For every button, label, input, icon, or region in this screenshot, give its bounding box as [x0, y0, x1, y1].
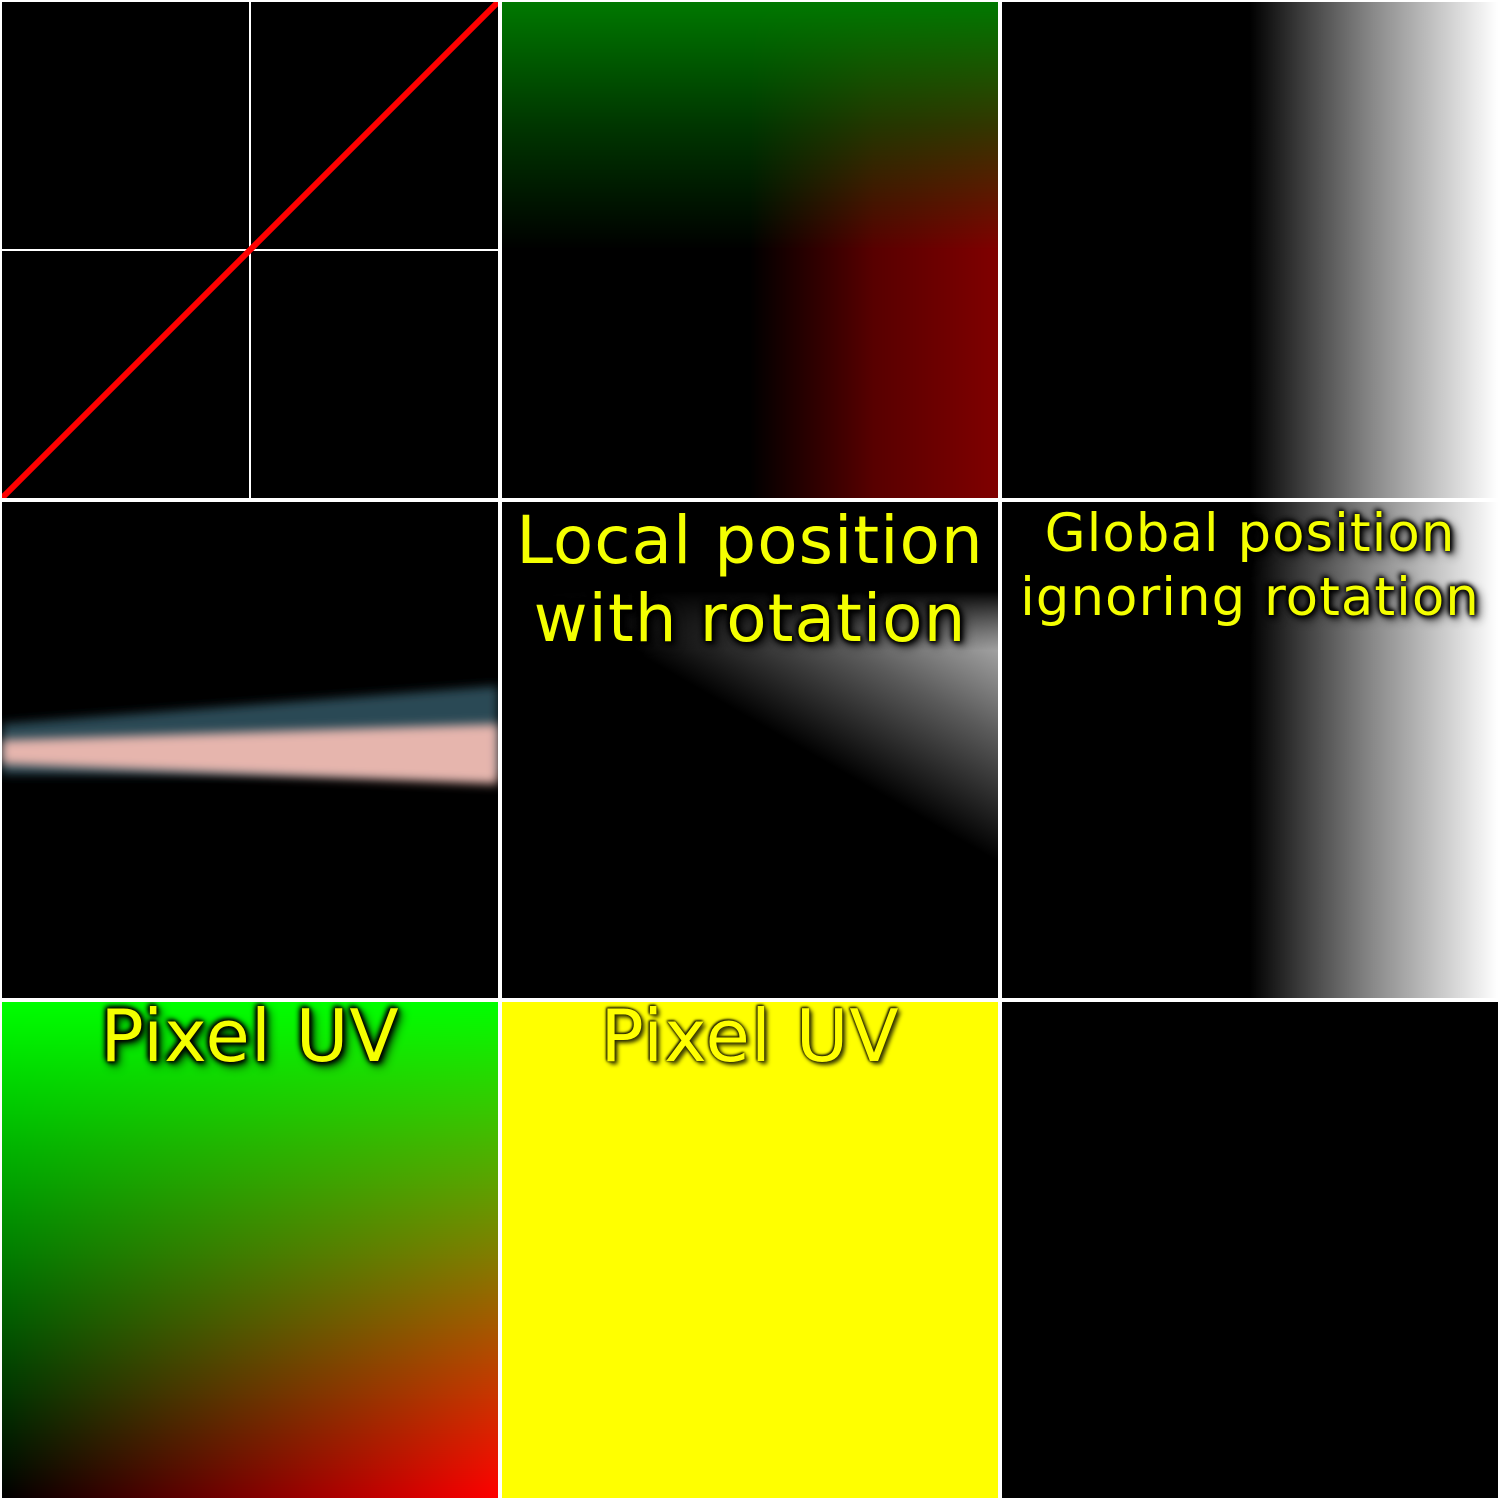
local-position-caption-line2: with rotation — [533, 580, 967, 657]
panel-blank — [1002, 1002, 1498, 1498]
red-diagonal-line — [2, 2, 498, 498]
stripe-band — [2, 724, 498, 784]
panel-horizontal-gradient — [1002, 2, 1498, 498]
global-position-caption-line2: ignoring rotation — [1020, 567, 1480, 628]
panel-global-position: Global position ignoring rotation — [1002, 502, 1498, 998]
panel-diagonal-line — [2, 2, 498, 498]
diagonal-line-graphic — [2, 2, 498, 498]
panel-pixel-uv-solid: Pixel UV — [502, 1002, 998, 1498]
panel-local-uv-gradient — [502, 2, 998, 498]
panel-local-position: Local position with rotation — [502, 502, 998, 998]
panel-pixel-uv-gradient: Pixel UV — [2, 1002, 498, 1498]
stripe-graphic — [2, 686, 498, 784]
global-position-caption-line1: Global position — [1044, 503, 1456, 564]
local-position-caption-line1: Local position — [516, 502, 984, 579]
global-position-caption: Global position ignoring rotation — [1002, 502, 1498, 630]
panel-stripe — [2, 502, 498, 998]
pixel-uv-solid-caption: Pixel UV — [600, 1002, 900, 1078]
pixel-uv-gradient-caption: Pixel UV — [100, 1002, 400, 1078]
local-position-caption: Local position with rotation — [502, 502, 998, 658]
